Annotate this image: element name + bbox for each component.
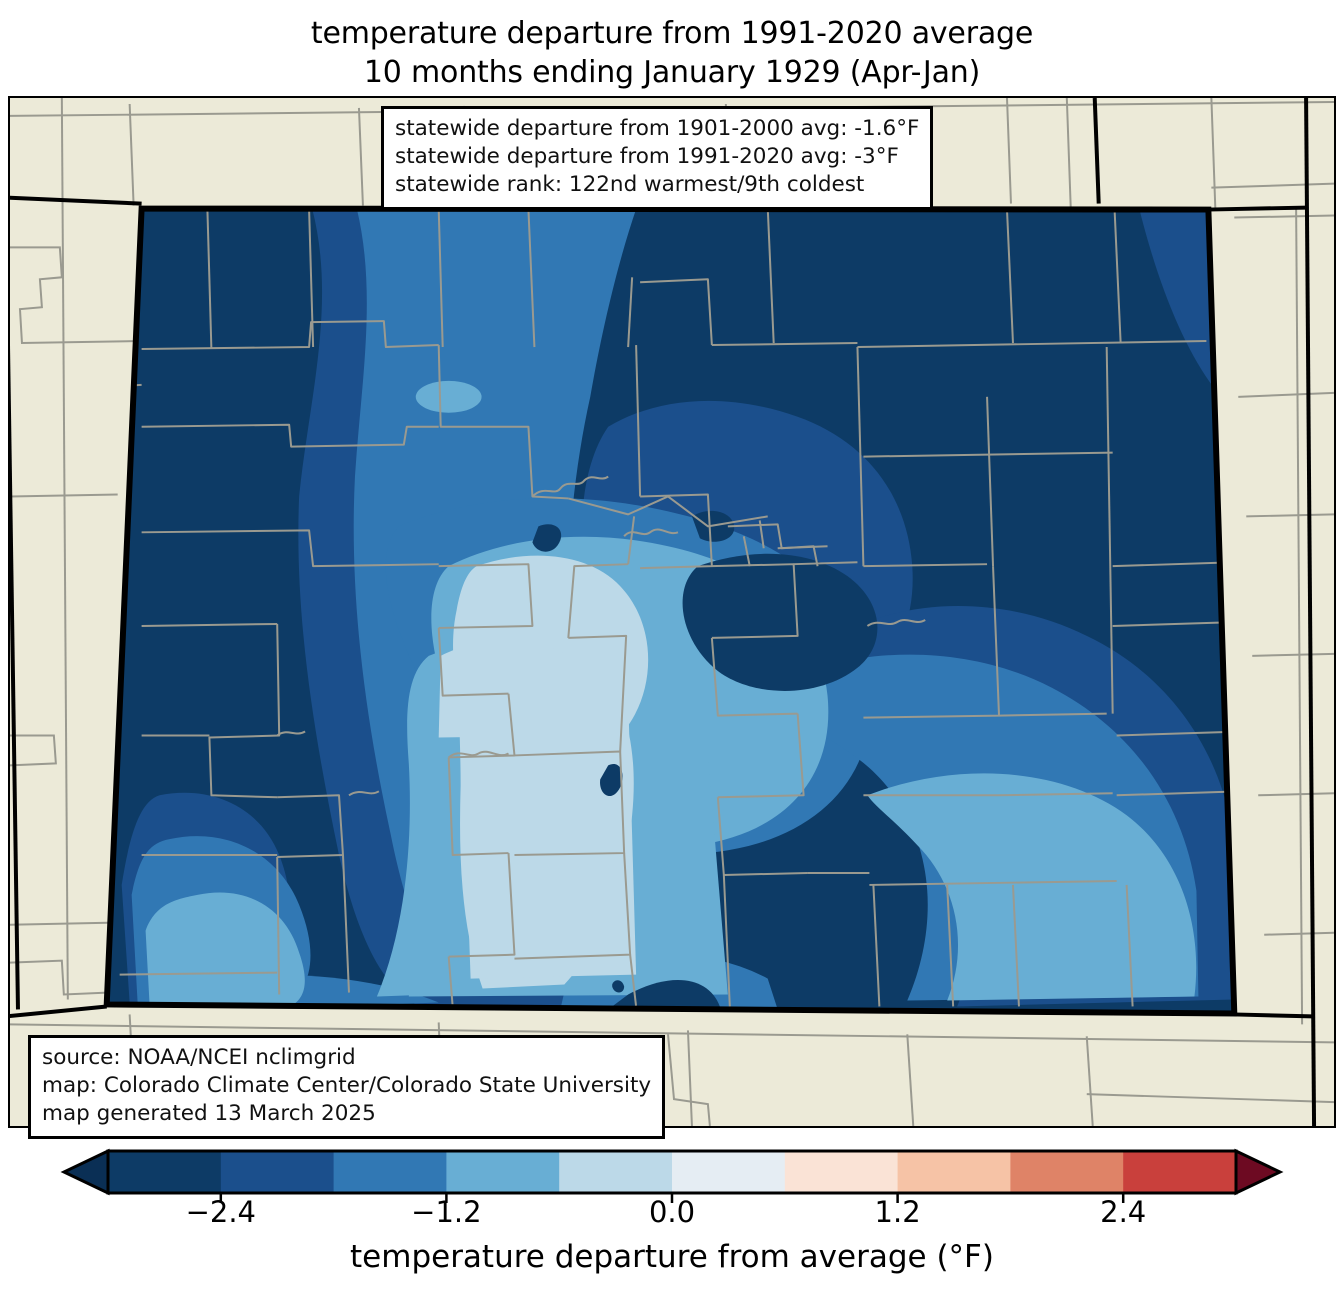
map-generated-line: map generated 13 March 2025 bbox=[42, 1101, 376, 1127]
colorbar-axis-label: temperature departure from average (°F) bbox=[350, 1239, 994, 1275]
colorbar-legend: −2.4 −1.2 0.0 1.2 2.4 temperature departure … bbox=[0, 1143, 1344, 1299]
temperature-contour-fill bbox=[106, 208, 1235, 1014]
colorbar-tick-label: −1.2 bbox=[411, 1195, 482, 1229]
contour-band-minus12-minus06 bbox=[438, 555, 649, 989]
colorbar-band bbox=[784, 1151, 899, 1193]
colorado-temperature-departure-map bbox=[10, 98, 1334, 1126]
colorbar-band bbox=[446, 1151, 560, 1193]
contour-metro-detail bbox=[682, 553, 878, 691]
colorado-county-lines bbox=[106, 208, 1235, 1007]
stat-departure-1901-2000: statewide departure from 1901-2000 avg: … bbox=[395, 116, 920, 141]
colorbar-tick-label: −2.4 bbox=[185, 1195, 257, 1229]
colorbar-tick-labels: −2.4 −1.2 0.0 1.2 2.4 bbox=[0, 1195, 1344, 1235]
source-credits-box: source: NOAA/NCEI nclimgrid map: Colorad… bbox=[28, 1035, 666, 1140]
statewide-stats-box: statewide departure from 1901-2000 avg: … bbox=[381, 106, 934, 211]
title-line-2: 10 months ending January 1929 (Apr-Jan) bbox=[363, 55, 981, 90]
colorbar-band bbox=[897, 1151, 1011, 1193]
page-title: temperature departure from 1991-2020 ave… bbox=[0, 14, 1344, 92]
colorbar-over-arrow bbox=[1234, 1148, 1284, 1196]
colorbar-band bbox=[1123, 1151, 1237, 1193]
neighbor-state-borders bbox=[10, 98, 1317, 1126]
colorbar-band bbox=[1010, 1151, 1124, 1193]
neighbor-counties bbox=[10, 98, 1334, 1126]
colorbar-tick-label: 0.0 bbox=[648, 1195, 696, 1229]
colorbar-swatches bbox=[60, 1148, 1284, 1203]
title-line-1: temperature departure from 1991-2020 ave… bbox=[310, 16, 1034, 51]
map-author-line: map: Colorado Climate Center/Colorado St… bbox=[42, 1073, 652, 1099]
stat-statewide-rank: statewide rank: 122nd warmest/9th coldes… bbox=[395, 172, 865, 198]
colorbar-band bbox=[672, 1151, 786, 1193]
colorbar-tick-label: 2.4 bbox=[1100, 1195, 1147, 1229]
colorbar-band bbox=[108, 1151, 222, 1193]
colorbar-tick-label: 1.2 bbox=[874, 1195, 921, 1229]
colorbar-band bbox=[220, 1151, 335, 1193]
source-line: source: NOAA/NCEI nclimgrid bbox=[42, 1045, 356, 1070]
map-panel bbox=[8, 96, 1336, 1128]
colorbar-under-arrow bbox=[60, 1148, 110, 1196]
stat-departure-1991-2020: statewide departure from 1991-2020 avg: … bbox=[395, 144, 899, 170]
colorbar-band bbox=[333, 1151, 447, 1193]
colorbar-band bbox=[559, 1151, 673, 1193]
